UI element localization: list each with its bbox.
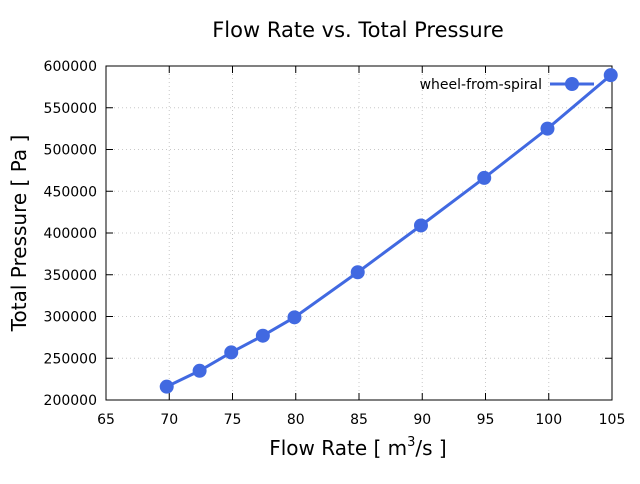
y-tick-label: 250000 bbox=[44, 351, 97, 367]
x-tick-label: 65 bbox=[97, 412, 115, 428]
y-tick-label: 500000 bbox=[44, 143, 97, 159]
x-tick-label: 80 bbox=[287, 412, 305, 428]
y-tick-label: 600000 bbox=[44, 59, 97, 75]
data-point bbox=[413, 218, 428, 233]
y-tick-label: 550000 bbox=[44, 101, 97, 117]
y-axis-label: Total Pressure [ Pa ] bbox=[7, 135, 31, 333]
y-tick-label: 350000 bbox=[44, 268, 97, 284]
legend: wheel-from-spiral bbox=[420, 77, 594, 93]
y-tick-label: 300000 bbox=[44, 310, 97, 326]
series-wheel-from-spiral bbox=[159, 68, 618, 394]
x-axis-label-sup: 3 bbox=[407, 435, 415, 450]
legend-marker bbox=[565, 77, 579, 91]
y-tick-label: 400000 bbox=[44, 226, 97, 242]
x-tick-label: 70 bbox=[160, 412, 178, 428]
data-point bbox=[255, 328, 270, 343]
data-point bbox=[477, 170, 492, 185]
x-tick-label: 90 bbox=[413, 412, 431, 428]
x-axis-label: Flow Rate [ m3/s ] bbox=[269, 435, 446, 460]
x-axis-label-main: Flow Rate [ m bbox=[269, 436, 407, 460]
y-tick-label: 200000 bbox=[44, 393, 97, 409]
data-point bbox=[224, 345, 239, 360]
data-point bbox=[192, 363, 207, 378]
data-point bbox=[287, 310, 302, 325]
y-axis: 200000 250000 300000 350000 400000 450000 5000… bbox=[44, 59, 612, 409]
plot-frame bbox=[105, 65, 613, 401]
data-point bbox=[159, 379, 174, 394]
x-tick-label: 85 bbox=[350, 412, 368, 428]
series-line bbox=[166, 74, 612, 388]
x-axis-label-tail: /s ] bbox=[415, 436, 446, 460]
x-tick-label: 75 bbox=[224, 412, 242, 428]
y-tick-label: 450000 bbox=[44, 184, 97, 200]
x-tick-label: 100 bbox=[535, 412, 562, 428]
chart-title: Flow Rate vs. Total Pressure bbox=[212, 18, 504, 42]
grid bbox=[106, 66, 612, 400]
data-point bbox=[350, 265, 365, 280]
x-tick-label: 95 bbox=[477, 412, 495, 428]
x-axis: 65 70 75 80 85 90 95 100 105 bbox=[97, 66, 625, 428]
data-point bbox=[540, 121, 555, 136]
x-tick-label: 105 bbox=[599, 412, 626, 428]
legend-label: wheel-from-spiral bbox=[420, 77, 542, 93]
data-point bbox=[603, 68, 618, 83]
